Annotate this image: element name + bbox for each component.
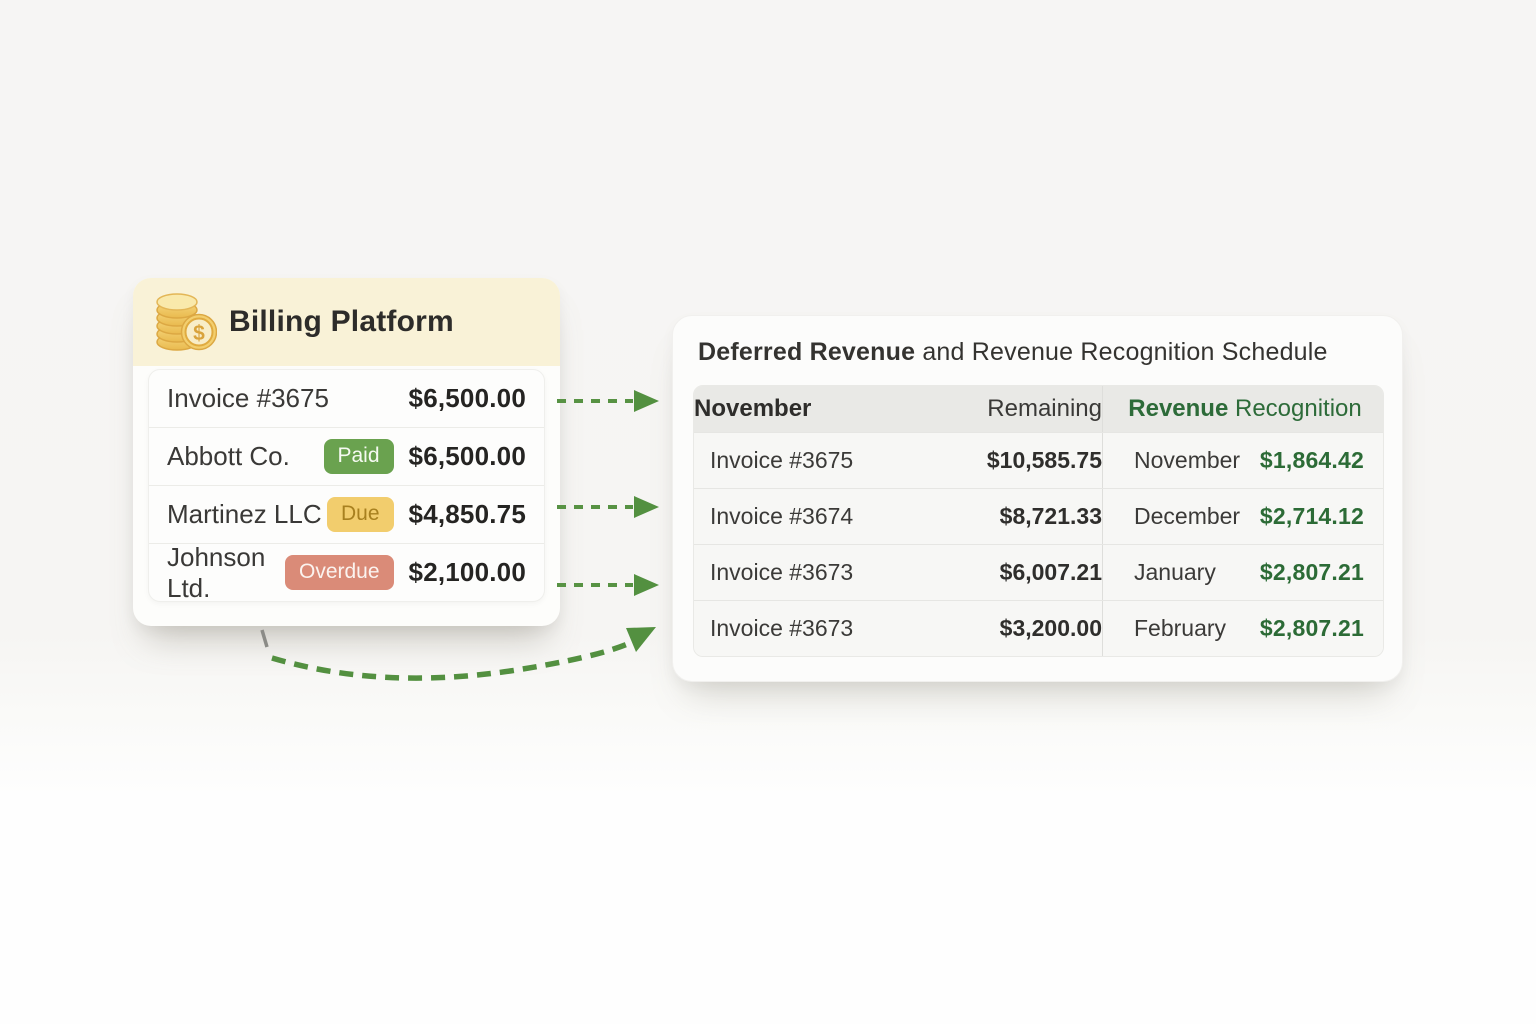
invoice-amount: $6,500.00: [408, 383, 526, 413]
remaining-amount-cell: $10,585.75: [986, 447, 1102, 473]
invoice-amount: $6,500.00: [408, 441, 526, 471]
status-badge-paid: Paid: [323, 439, 394, 474]
coins-icon: $: [153, 292, 217, 352]
recognition-month: December: [1134, 503, 1241, 529]
table-row: Invoice #3673 $6,007.21 January $2,807.2…: [694, 544, 1383, 600]
customer-name-label: Martinez LLC: [167, 499, 322, 529]
flow-arrow-1: [557, 390, 659, 412]
table-row: Invoice #3673 $3,200.00 February $2,807.…: [694, 600, 1383, 656]
recognition-amount: $2,807.21: [1259, 615, 1364, 641]
customer-name-label: Johnson Ltd.: [167, 541, 266, 602]
customer-name-label: Abbott Co.: [167, 441, 290, 471]
invoice-cell: Invoice #3673: [710, 615, 854, 641]
invoice-cell: Invoice #3675: [710, 447, 854, 473]
recognition-month: February: [1134, 615, 1227, 641]
arrowhead-icon: [626, 627, 656, 652]
billing-row-martinez: Martinez LLC Due $4,850.75: [149, 485, 544, 543]
column-header-recognition: Revenue Recognition: [1102, 386, 1383, 432]
invoice-amount: $4,850.75: [408, 499, 526, 529]
arrowhead-icon: [634, 496, 659, 518]
table-row: Invoice #3675 $10,585.75 November $1,864…: [694, 432, 1383, 488]
recognition-header-bold: Revenue: [1128, 395, 1229, 422]
recognition-cell: January $2,807.21: [1102, 545, 1383, 600]
arrowhead-icon: [634, 574, 659, 596]
invoice-number-label: Invoice #3675: [167, 383, 329, 413]
billing-card-header: $ Billing Platform: [133, 278, 560, 366]
recognition-amount: $1,864.42: [1259, 447, 1364, 473]
recognition-amount: $2,714.12: [1259, 503, 1364, 529]
column-header-remaining: Remaining: [987, 395, 1102, 422]
schedule-title: Deferred Revenue and Revenue Recognition…: [673, 316, 1402, 367]
column-header-month: November: [694, 395, 812, 422]
revenue-schedule-card: Deferred Revenue and Revenue Recognition…: [672, 315, 1403, 682]
revenue-schedule-table: November Remaining Revenue Recognition I…: [693, 385, 1384, 657]
arrowhead-icon: [634, 390, 659, 412]
flow-arrow-2: [557, 496, 659, 518]
table-row: Invoice #3674 $8,721.33 December $2,714.…: [694, 488, 1383, 544]
schedule-title-bold: Deferred Revenue: [698, 338, 916, 366]
invoice-cell: Invoice #3673: [710, 559, 854, 585]
invoice-cell: Invoice #3674: [710, 503, 854, 529]
billing-row-invoice: Invoice #3675 $6,500.00: [149, 370, 544, 427]
flow-arrow-3: [557, 574, 659, 596]
recognition-header-rest: Recognition: [1228, 395, 1362, 422]
recognition-cell: November $1,864.42: [1102, 433, 1383, 488]
remaining-amount-cell: $8,721.33: [999, 503, 1102, 529]
billing-platform-card: $ Billing Platform Invoice #3675 $6,500.…: [133, 278, 560, 626]
recognition-month: January: [1134, 559, 1216, 585]
table-header-row: November Remaining Revenue Recognition: [694, 386, 1383, 432]
flow-arrow-4-curved: [260, 627, 656, 681]
status-badge-overdue: Overdue: [284, 555, 394, 590]
billing-row-johnson: Johnson Ltd. Overdue $2,100.00: [149, 541, 544, 602]
billing-card-title: Billing Platform: [229, 305, 454, 338]
remaining-amount-cell: $3,200.00: [999, 615, 1102, 641]
billing-row-abbott: Abbott Co. Paid $6,500.00: [149, 427, 544, 485]
recognition-cell: December $2,714.12: [1102, 489, 1383, 544]
billing-invoice-list: Invoice #3675 $6,500.00 Abbott Co. Paid …: [148, 369, 545, 602]
remaining-amount-cell: $6,007.21: [999, 559, 1102, 585]
recognition-month: November: [1134, 447, 1241, 473]
recognition-amount: $2,807.21: [1259, 559, 1364, 585]
invoice-amount: $2,100.00: [408, 557, 526, 587]
status-badge-due: Due: [327, 497, 394, 532]
schedule-title-rest: and Revenue Recognition Schedule: [915, 338, 1328, 366]
recognition-cell: February $2,807.21: [1102, 601, 1383, 656]
svg-text:$: $: [193, 322, 205, 345]
